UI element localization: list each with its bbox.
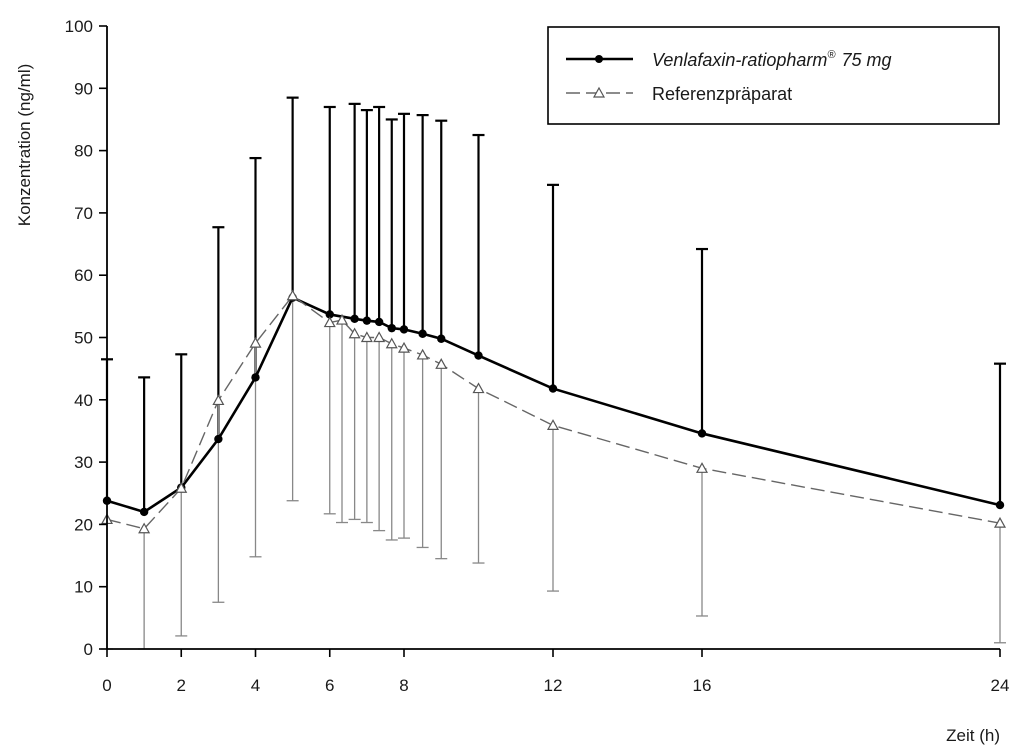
data-point-venlafaxin xyxy=(697,429,707,438)
legend-entry-venlafaxin: Venlafaxin-ratiopharm® 75 mg xyxy=(566,49,892,70)
series-markers-layer xyxy=(100,289,1007,534)
y-tick-label: 20 xyxy=(74,515,93,534)
series-line-venlafaxin xyxy=(106,295,1001,514)
legend-label-venlafaxin-sup: ® xyxy=(827,49,836,61)
data-point-referenz xyxy=(212,394,225,406)
x-tick-label: 6 xyxy=(325,676,334,695)
legend-label-referenz: Referenzpräparat xyxy=(652,84,792,104)
data-point-referenz xyxy=(546,419,560,430)
y-tick-label: 80 xyxy=(74,142,93,161)
data-point-venlafaxin xyxy=(474,351,483,360)
y-tick-label: 40 xyxy=(74,391,93,410)
data-point-venlafaxin xyxy=(387,323,396,333)
data-point-referenz xyxy=(472,382,485,394)
data-point-venlafaxin xyxy=(399,325,409,334)
data-point-referenz xyxy=(385,337,398,349)
data-point-referenz xyxy=(335,313,349,325)
legend-label-venlafaxin-name: Venlafaxin-ratiopharm xyxy=(652,50,827,70)
data-point-referenz xyxy=(249,336,262,348)
y-tick-label: 100 xyxy=(65,17,93,36)
legend-box xyxy=(547,26,1000,125)
y-tick-label: 0 xyxy=(84,640,93,659)
data-point-referenz xyxy=(348,327,361,339)
data-point-venlafaxin xyxy=(374,317,384,327)
data-point-referenz xyxy=(175,482,188,493)
data-point-venlafaxin xyxy=(251,373,260,382)
x-tick-label: 12 xyxy=(544,676,563,695)
y-tick-label: 30 xyxy=(74,453,93,472)
data-point-referenz xyxy=(397,341,411,353)
data-point-referenz xyxy=(993,516,1007,528)
legend-label-venlafaxin: Venlafaxin-ratiopharm® 75 mg xyxy=(652,49,892,70)
x-tick-label: 4 xyxy=(251,676,260,695)
legend: Venlafaxin-ratiopharm® 75 mg Referenzpräp… xyxy=(547,26,1000,125)
x-tick-label: 16 xyxy=(693,676,712,695)
y-tick-label: 10 xyxy=(74,578,93,597)
data-point-venlafaxin xyxy=(139,507,149,517)
y-tick-label: 50 xyxy=(74,329,93,348)
y-axis-title: Konzentration (ng/ml) xyxy=(15,64,34,227)
x-axis-title: Zeit (h) xyxy=(946,726,1000,745)
data-point-referenz xyxy=(695,462,709,473)
y-tick-label: 70 xyxy=(74,204,93,223)
y-tick-label: 60 xyxy=(74,266,93,285)
x-tick-label: 24 xyxy=(991,676,1010,695)
data-point-venlafaxin xyxy=(362,316,372,325)
error-bars-layer xyxy=(101,96,1006,650)
data-point-venlafaxin xyxy=(995,500,1005,510)
data-point-referenz xyxy=(360,331,373,343)
y-tick-label: 90 xyxy=(74,79,93,98)
data-point-referenz xyxy=(323,316,336,328)
data-point-venlafaxin xyxy=(548,384,558,393)
data-point-referenz xyxy=(373,331,386,343)
axes-layer xyxy=(99,25,1001,657)
legend-label-venlafaxin-dose: 75 mg xyxy=(842,50,892,70)
data-point-venlafaxin xyxy=(214,434,223,444)
x-tick-label: 8 xyxy=(399,676,408,695)
data-point-venlafaxin xyxy=(437,334,446,343)
legend-marker-referenz xyxy=(592,86,606,98)
data-point-referenz xyxy=(435,358,448,369)
data-point-venlafaxin xyxy=(350,314,359,324)
x-tick-label: 2 xyxy=(177,676,186,695)
data-point-referenz xyxy=(416,348,429,360)
data-point-referenz xyxy=(286,289,299,301)
data-point-referenz xyxy=(138,522,151,534)
legend-marker-venlafaxin xyxy=(595,55,603,63)
data-point-venlafaxin xyxy=(325,310,334,319)
x-tick-label: 0 xyxy=(102,676,111,695)
legend-entry-referenz: Referenzpräparat xyxy=(566,84,792,104)
data-point-venlafaxin xyxy=(418,329,427,338)
